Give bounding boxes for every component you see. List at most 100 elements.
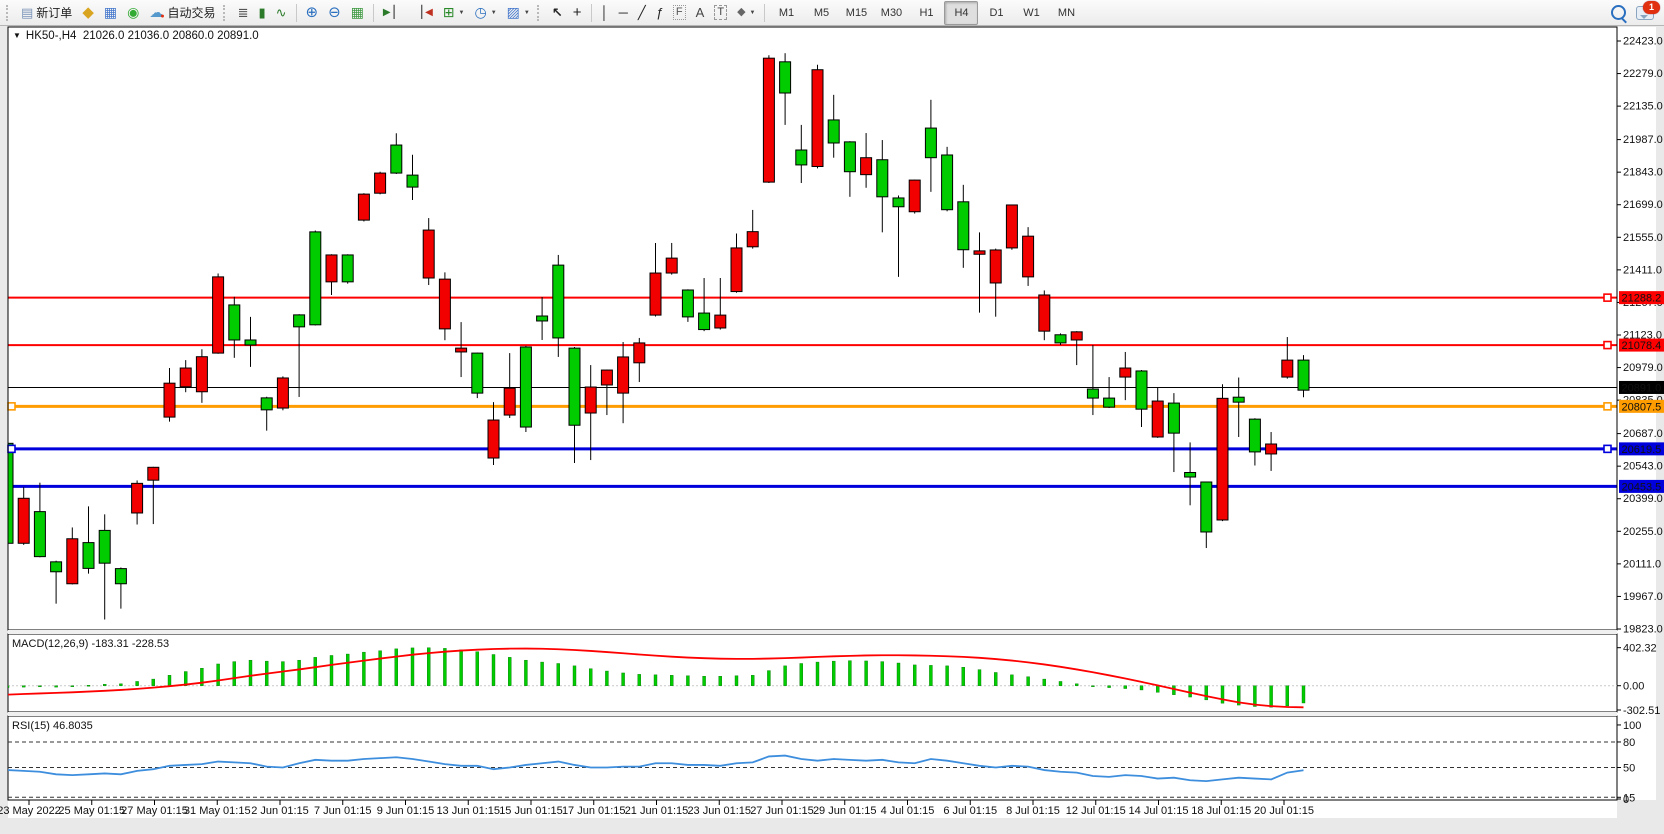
timeframe-M30[interactable]: M30 [880, 6, 903, 19]
timeframe-W1[interactable]: W1 [1023, 6, 1040, 19]
macd-bar [1155, 685, 1160, 693]
toolbar-grip[interactable] [536, 4, 543, 21]
candle-body [908, 179, 921, 213]
date-tick-label: 6 Jul 01:15 [943, 805, 997, 817]
candle-body [1070, 331, 1083, 341]
macd-bar [459, 649, 463, 686]
date-tick-label: 8 Jul 01:15 [1006, 805, 1060, 817]
timeframe-M15[interactable]: M15 [845, 6, 868, 19]
cursor-button[interactable]: ↖ [547, 1, 568, 25]
zoom-out-button[interactable]: ⊖ [323, 1, 346, 25]
chat-icon[interactable]: 1 [1636, 0, 1660, 20]
fibonacci-icon: ƒ [655, 5, 663, 20]
add-indicator-button[interactable]: ⊞ ▼ [438, 1, 470, 25]
price-flag-label: 20807.5 [1622, 401, 1662, 413]
candle-body [665, 257, 678, 274]
price-tick-label: 21123.0 [1623, 329, 1662, 341]
trendline-icon: ╱ [637, 5, 646, 20]
candle-body [617, 356, 630, 394]
price-flag [1619, 399, 1664, 413]
grid-button[interactable]: F [668, 1, 691, 25]
macd-bar [1285, 685, 1290, 707]
text-button[interactable]: A [691, 1, 710, 25]
candle-body [1281, 359, 1294, 378]
candlestick-button[interactable]: ▮ [253, 1, 270, 25]
macd-bar [491, 654, 496, 686]
auto-scroll-button[interactable]: ▶ ▏ [382, 5, 403, 19]
price-tick-label: 20399.0 [1623, 493, 1663, 505]
fibonacci-button[interactable]: ƒ [651, 1, 668, 25]
symbol-period-label: HK50-,H4 [25, 30, 77, 42]
candle-body [228, 304, 241, 341]
macd-bar [1042, 678, 1047, 686]
tile-windows-button[interactable]: ▦ [346, 1, 369, 25]
new-chart-button[interactable]: ▦ [99, 1, 122, 25]
signal-icon: ◉ [127, 4, 140, 20]
candle-body [1265, 443, 1278, 455]
macd-bar [880, 661, 884, 686]
candle-body [195, 356, 208, 393]
candle-body [147, 466, 160, 481]
macd-bar [378, 650, 382, 686]
macd-bar [22, 685, 26, 688]
template-icon: ▨ [506, 4, 520, 20]
hline-handle[interactable] [1603, 340, 1612, 350]
candle-body [746, 231, 759, 248]
market-watch-button[interactable]: ◆ [77, 1, 99, 25]
candle-body [1103, 397, 1116, 408]
hline-handle[interactable] [7, 444, 16, 454]
date-tick-label: 12 Jul 01:15 [1066, 805, 1126, 817]
timeframe-M1[interactable]: M1 [778, 6, 795, 19]
date-tick-label: 23 Jun 01:15 [687, 805, 751, 817]
bar-chart-button[interactable]: ≣ [233, 1, 254, 25]
candle-body [131, 482, 144, 514]
line-chart-button[interactable]: ∿ [271, 1, 292, 25]
timeframe-H1[interactable]: H1 [919, 6, 934, 19]
macd-bar [605, 670, 609, 686]
new-order-button[interactable]: ▤ 新订单 [16, 1, 77, 25]
chevron-down-icon: ▼ [490, 9, 497, 16]
pane-splitter[interactable] [8, 712, 1617, 716]
collapse-icon[interactable]: ▼ [13, 31, 21, 40]
price-tick-label: 22135.0 [1623, 101, 1663, 113]
candle-body [471, 352, 484, 394]
template-button[interactable]: ▨ ▼ [502, 1, 535, 25]
timeframe-H4[interactable]: H4 [944, 0, 979, 25]
zoom-in-button[interactable]: ⊕ [301, 1, 324, 25]
autotrade-label: 自动交易 [167, 6, 216, 20]
arrows-button[interactable]: ◆ ▼ [732, 1, 760, 25]
candle-body [438, 278, 451, 330]
timeframe-D1[interactable]: D1 [989, 6, 1004, 19]
price-tick-label: 21843.0 [1623, 167, 1663, 179]
pane-splitter[interactable] [8, 630, 1617, 634]
horizontal-line-button[interactable]: ─ [614, 1, 633, 25]
timeframe-MN[interactable]: MN [1057, 6, 1076, 19]
hline-handle[interactable] [7, 402, 16, 411]
candle-body [762, 57, 775, 183]
text-label-button[interactable]: T [709, 1, 732, 25]
search-icon[interactable] [1611, 5, 1626, 20]
period-button[interactable]: ◷ ▼ [469, 1, 501, 25]
signals-button[interactable]: ◉ [122, 1, 144, 25]
crosshair-button[interactable]: + [568, 1, 587, 25]
toolbar-grip[interactable] [6, 4, 12, 21]
macd-bar [313, 657, 317, 686]
chart-shift-icon: ◀ [425, 7, 433, 18]
vertical-line-button[interactable]: │ [596, 1, 614, 25]
macd-bar [1220, 685, 1225, 704]
chart-shift-button[interactable]: ▕ ◀ [412, 5, 433, 19]
hline-handle[interactable] [1603, 402, 1612, 411]
crosshair-icon: + [572, 4, 582, 21]
hline-handle[interactable] [1603, 444, 1612, 454]
candle-body [212, 276, 225, 354]
toolbar-grip[interactable] [222, 4, 229, 21]
candle-body [309, 231, 322, 326]
trendline-button[interactable]: ╱ [633, 1, 651, 25]
macd-bar [443, 648, 447, 686]
autotrade-button[interactable]: ☁ ● 自动交易 [144, 1, 220, 25]
timeframe-M5[interactable]: M5 [813, 6, 830, 19]
price-flag-label: 20453.5 [1622, 481, 1662, 493]
hline-handle[interactable] [1603, 293, 1612, 302]
